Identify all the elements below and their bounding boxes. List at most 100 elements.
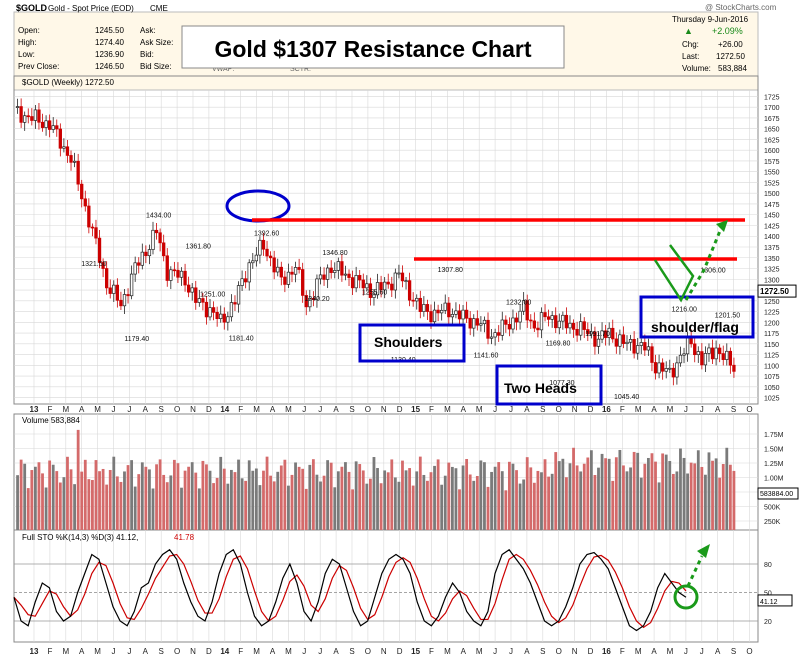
volume-bar [465,458,469,530]
x-tick-label-bottom: A [461,647,467,656]
quote-last-val: 1272.50 [716,52,745,61]
volume-bar [422,474,426,530]
volume-bar [297,466,301,530]
volume-bar [308,464,312,530]
candle-body [350,277,355,289]
candle-body [618,334,622,347]
candle-body [251,260,255,264]
x-tick-label-bottom: S [349,647,354,656]
candle-body [354,275,358,289]
x-tick-label-bottom: M [444,647,451,656]
volume-bar [554,452,558,530]
price-point-label: 1169.80 [546,340,571,347]
candle-body [383,281,387,291]
x-tick-label-bottom: O [746,647,752,656]
price-point-label: 1179.40 [124,336,149,343]
exchange: CME [150,4,168,13]
volume-bar [429,472,433,530]
vol-tick-label: 1.25M [764,461,784,468]
volume-bar [48,460,52,530]
candle-body [137,262,141,266]
price-tick-label: 1525 [764,180,780,187]
volume-bar [629,467,632,530]
candle-body [668,367,672,370]
sto-last-tag [757,594,793,607]
candle-body [58,128,62,149]
candle-body [696,351,700,356]
volume-bar [536,470,540,530]
candle-body [482,319,487,325]
volume-bar [244,480,248,530]
candle-body [472,318,476,329]
volume-bar [636,452,640,530]
candle-body [126,294,130,297]
x-tick-label-bottom: A [333,647,339,656]
x-tick-label: M [285,405,292,414]
quote-bidsize-key: Bid Size: [140,62,172,71]
volume-bar [105,484,109,530]
volume-bar [354,461,358,530]
candle-body [265,248,269,257]
projection-arrow-sto [686,555,704,587]
x-tick-label: S [540,405,545,414]
volume-bar [201,460,205,530]
candle-body [710,347,715,360]
price-tick-label: 1225 [764,310,780,317]
candle-body [721,353,725,360]
candle-body [575,328,579,336]
candle-body [47,120,52,130]
volume-bar [165,482,169,530]
candle-body [675,362,679,378]
candle-body [23,115,27,123]
volume-bar [732,470,736,530]
last-volume-tag-text: 583884.00 [760,491,793,498]
vol-tick-label: 1.50M [764,447,784,454]
volume-bar [119,481,123,530]
candle-body [586,329,590,335]
volume-bar [158,459,162,530]
price-tick-label: 1300 [764,277,780,284]
price-tick-label: 1175 [764,331,779,338]
candle-body [725,350,729,360]
volume-bar [151,488,155,530]
price-tick-label: 1675 [764,116,780,123]
volume-bar [561,458,565,530]
candle-body [689,337,693,345]
volume-bar [133,486,137,530]
x-tick-label-bottom: S [540,647,545,656]
watermark: @ StockCharts.com [705,3,777,12]
candle-body [105,268,109,289]
last-volume-tag [757,487,799,500]
candle-body [190,287,194,293]
volume-bar [290,474,294,530]
candle-body [407,280,412,301]
price-point-label: 1077.30 [549,380,574,387]
candle-body [129,273,134,297]
volume-bar [294,462,297,530]
volume-bar [383,470,387,530]
price-point-label: 1434.00 [146,213,171,220]
volume-bar [639,477,643,530]
x-tick-label-bottom: A [715,647,721,656]
x-tick-label-bottom: J [112,647,116,656]
price-tick-label: 1025 [764,396,780,403]
x-tick-label: 15 [411,405,420,414]
candle-body [400,272,405,282]
x-tick-label-bottom: 15 [411,647,420,656]
volume-bar [661,453,665,530]
volume-bar [454,468,458,530]
x-tick-label: D [397,405,403,414]
x-tick-label: M [635,405,642,414]
volume-bar [654,461,657,530]
candle-body [37,109,41,123]
volume-bar [404,470,408,530]
x-tick-label-bottom: M [285,647,292,656]
volume-bar [461,465,465,530]
volume-bar [155,464,158,530]
volume-bar [16,475,19,530]
volume-bar [529,467,533,530]
candle-body [268,255,273,259]
volume-bar [37,462,41,530]
volume-bar [226,483,230,530]
candle-body [169,269,173,281]
